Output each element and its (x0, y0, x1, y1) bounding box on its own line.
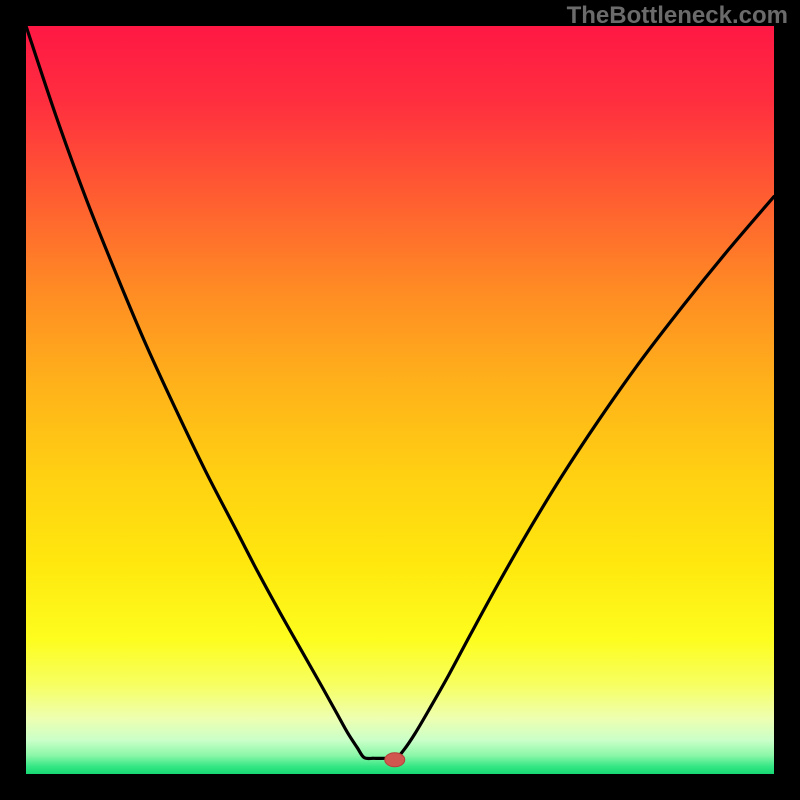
watermark-label: TheBottleneck.com (567, 2, 788, 30)
chart-frame: TheBottleneck.com (0, 0, 800, 800)
plot-area (26, 26, 774, 774)
background-gradient (26, 26, 774, 774)
